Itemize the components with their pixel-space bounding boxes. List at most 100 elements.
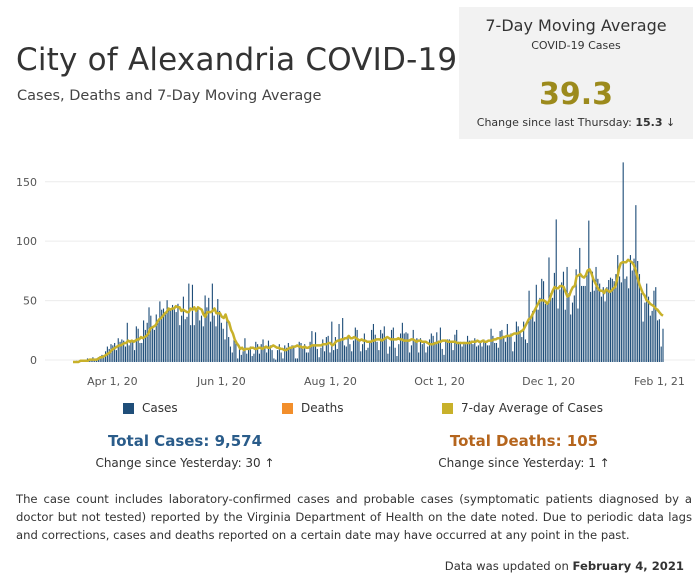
case-bar bbox=[228, 337, 230, 362]
case-bar bbox=[381, 333, 384, 362]
case-bar bbox=[532, 310, 534, 362]
case-bar bbox=[200, 315, 203, 362]
cases-chart[interactable]: 0 50 100 150 Apr 1, 20 Jun 1, 20 Aug 1, 20 Oct … bbox=[0, 150, 700, 395]
case-bar bbox=[238, 348, 241, 362]
case-bar bbox=[559, 289, 561, 362]
case-bar bbox=[385, 338, 387, 362]
case-bar bbox=[338, 323, 340, 362]
case-bar bbox=[465, 344, 467, 362]
case-bar bbox=[514, 341, 516, 362]
case-bar bbox=[376, 341, 378, 362]
case-bar bbox=[135, 326, 137, 362]
case-bar bbox=[403, 333, 405, 362]
case-bar bbox=[646, 283, 648, 362]
case-bar bbox=[199, 320, 201, 362]
case-bar bbox=[508, 334, 510, 362]
case-bar bbox=[542, 281, 545, 362]
case-bar bbox=[302, 348, 304, 362]
case-bar bbox=[152, 326, 154, 362]
case-bar bbox=[633, 258, 635, 362]
case-bar bbox=[570, 314, 572, 362]
y-tick-label: 150 bbox=[16, 176, 37, 189]
case-bar bbox=[271, 350, 273, 362]
case-bar bbox=[233, 339, 235, 362]
case-bar bbox=[481, 346, 483, 362]
case-bar bbox=[454, 334, 456, 362]
case-bar bbox=[351, 351, 353, 362]
case-bar bbox=[620, 282, 622, 362]
case-bar bbox=[284, 345, 286, 362]
page-title: City of Alexandria COVID-19 bbox=[16, 42, 458, 78]
case-bar bbox=[334, 337, 336, 362]
case-bar bbox=[193, 325, 195, 362]
case-bar bbox=[510, 333, 512, 362]
case-bar bbox=[590, 291, 592, 362]
case-bar bbox=[247, 348, 250, 362]
case-bar bbox=[619, 276, 621, 362]
case-bar bbox=[390, 329, 393, 362]
case-bar bbox=[130, 340, 132, 362]
case-bar bbox=[289, 346, 291, 362]
case-bar bbox=[479, 342, 481, 362]
case-bar bbox=[170, 308, 172, 362]
kpi-title: 7-Day Moving Average bbox=[485, 16, 667, 35]
case-bar bbox=[296, 358, 298, 362]
case-bar bbox=[267, 340, 270, 362]
case-bar bbox=[398, 344, 400, 362]
case-bar bbox=[517, 326, 519, 362]
case-bar bbox=[365, 350, 367, 362]
case-bar bbox=[137, 328, 139, 362]
legend-item-deaths[interactable]: Deaths bbox=[282, 401, 344, 415]
case-bar bbox=[591, 271, 593, 362]
case-bar bbox=[470, 340, 472, 362]
case-bar bbox=[360, 351, 362, 362]
legend-item-average[interactable]: 7-day Average of Cases bbox=[442, 401, 603, 415]
case-bar bbox=[553, 272, 555, 362]
y-tick-label: 0 bbox=[30, 354, 37, 367]
case-bar bbox=[526, 342, 528, 362]
case-bar bbox=[322, 339, 324, 362]
case-bar bbox=[575, 269, 577, 362]
case-bar bbox=[253, 353, 255, 362]
case-bar bbox=[164, 314, 166, 362]
case-bar bbox=[653, 290, 655, 362]
case-bar bbox=[593, 290, 595, 362]
x-tick-label: Oct 1, 20 bbox=[414, 375, 465, 388]
case-bar bbox=[434, 342, 436, 362]
case-bar bbox=[215, 326, 217, 362]
case-bar bbox=[421, 344, 423, 362]
case-bar bbox=[295, 358, 297, 362]
case-bar bbox=[161, 309, 163, 362]
x-tick-label: Jun 1, 20 bbox=[196, 375, 246, 388]
case-bar bbox=[546, 304, 548, 362]
case-bar bbox=[258, 353, 260, 362]
case-bar bbox=[190, 325, 192, 362]
case-bar bbox=[387, 353, 389, 362]
case-bar bbox=[157, 320, 159, 362]
case-bar bbox=[363, 333, 365, 362]
case-bar bbox=[372, 323, 374, 362]
case-bar bbox=[211, 283, 213, 362]
legend-item-cases[interactable]: Cases bbox=[123, 401, 178, 415]
case-bar bbox=[637, 261, 639, 362]
kpi-subtitle: COVID-19 Cases bbox=[531, 39, 621, 52]
case-bar bbox=[242, 351, 244, 362]
case-bar bbox=[490, 328, 492, 362]
case-bar bbox=[647, 296, 650, 362]
case-bar bbox=[331, 321, 333, 362]
legend-label-cases: Cases bbox=[142, 401, 178, 415]
case-bar bbox=[515, 321, 517, 362]
case-bar bbox=[309, 341, 311, 362]
case-bar bbox=[362, 344, 364, 362]
case-bar bbox=[324, 351, 326, 362]
case-bar bbox=[548, 257, 550, 362]
case-bar bbox=[414, 340, 416, 362]
case-bar bbox=[280, 352, 282, 362]
case-bar bbox=[577, 308, 579, 362]
case-bar bbox=[182, 296, 184, 362]
case-bar bbox=[409, 352, 411, 362]
case-bar bbox=[300, 342, 302, 362]
case-bar bbox=[443, 354, 445, 362]
case-bar bbox=[155, 314, 157, 362]
case-bar bbox=[329, 352, 331, 362]
